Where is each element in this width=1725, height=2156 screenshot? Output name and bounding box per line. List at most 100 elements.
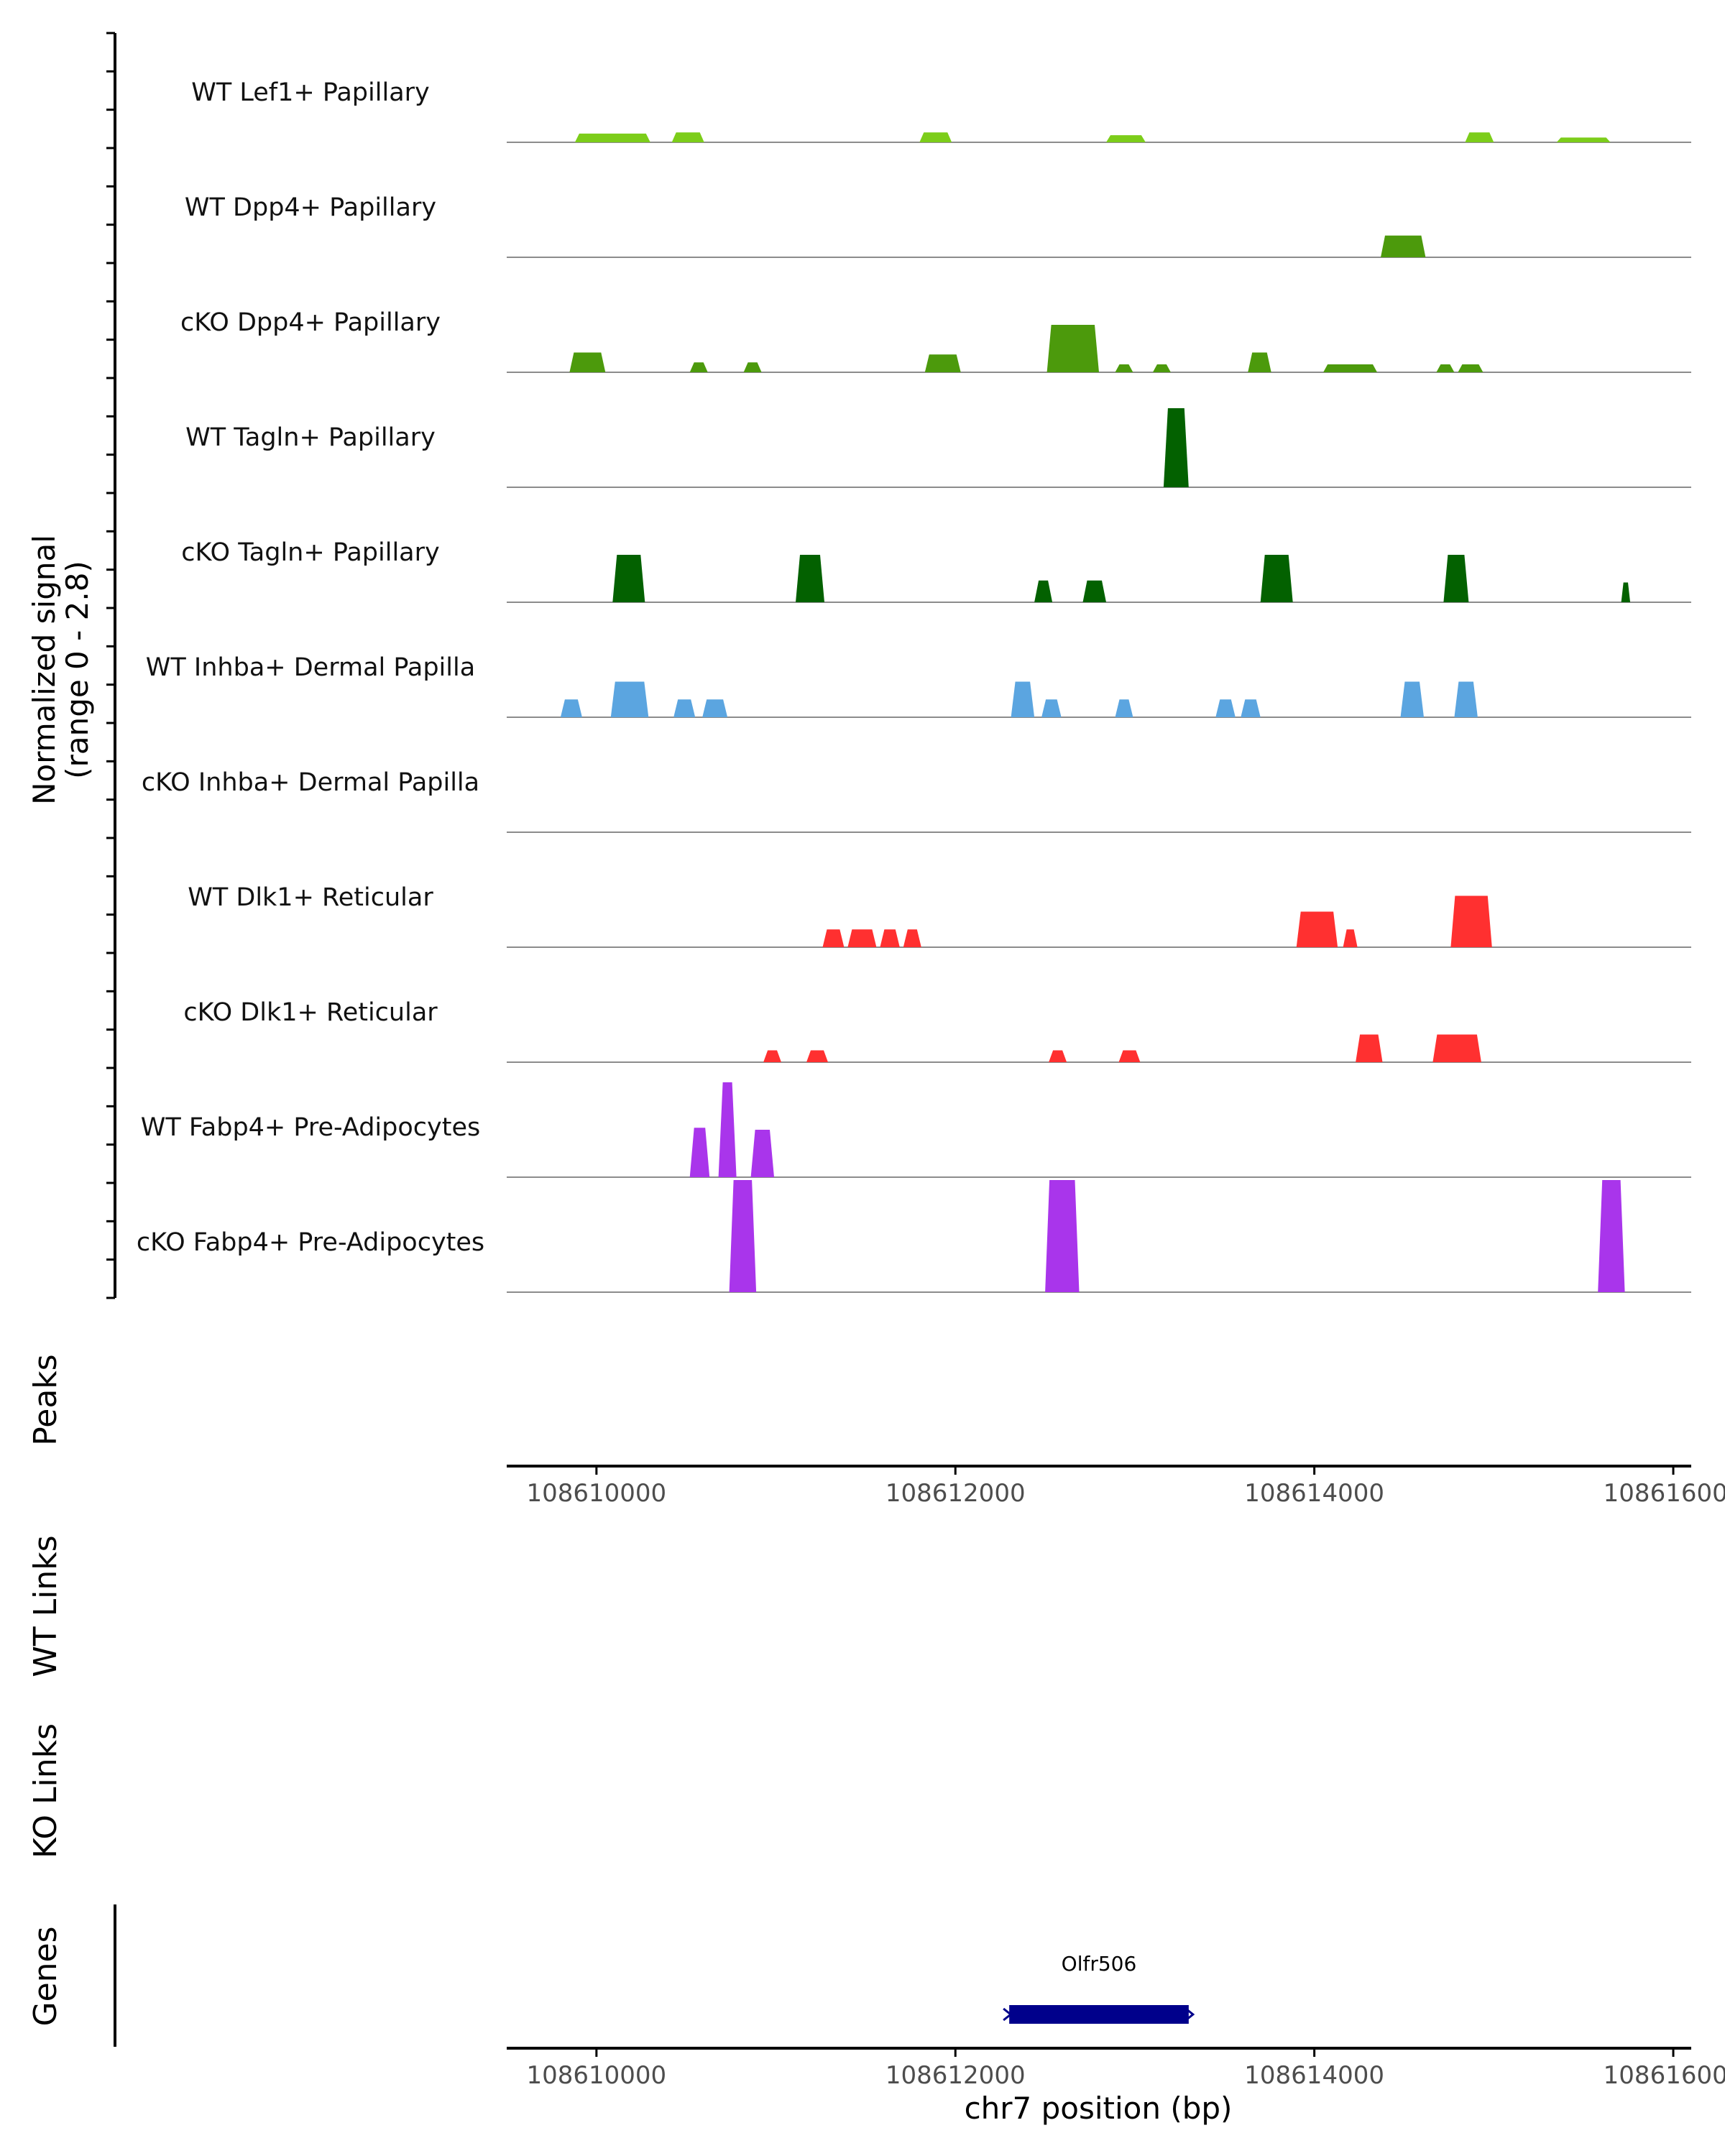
track-label: cKO Dlk1+ Reticular bbox=[183, 998, 438, 1027]
coverage-peak bbox=[689, 1128, 710, 1177]
track-label: cKO Dpp4+ Papillary bbox=[180, 308, 441, 337]
x-tick-label: 108612000 bbox=[886, 1479, 1026, 1508]
coverage-peak bbox=[1450, 895, 1492, 947]
coverage-peak bbox=[924, 354, 961, 372]
gene-body bbox=[1009, 2005, 1189, 2024]
gene-label: Olfr506 bbox=[1062, 1952, 1137, 1976]
coverage-peak bbox=[1465, 132, 1494, 142]
track-label: WT Dpp4+ Papillary bbox=[185, 193, 436, 222]
gene-strand-arrow bbox=[1184, 2007, 1195, 2022]
coverage-peak bbox=[569, 352, 606, 372]
coverage-peak bbox=[1458, 364, 1484, 372]
coverage-track: WT Fabp4+ Pre-Adipocytes bbox=[141, 1082, 1691, 1178]
coverage-peak bbox=[574, 133, 650, 142]
coverage-peak bbox=[1443, 555, 1469, 602]
coverage-peak bbox=[806, 1050, 828, 1062]
peaks-panel-label: Peaks bbox=[27, 1354, 64, 1445]
peaks-x-axis: 108610000 108612000 108614000 108616000 bbox=[507, 1465, 1725, 1508]
coverage-peak bbox=[1034, 580, 1053, 602]
coverage-peak bbox=[689, 362, 708, 372]
track-label: WT Tagln+ Papillary bbox=[185, 423, 436, 452]
track-label: WT Inhba+ Dermal Papilla bbox=[146, 653, 475, 682]
x-tick-label: 108610000 bbox=[527, 2061, 667, 2090]
coverage-peak bbox=[1046, 325, 1099, 372]
track-label: cKO Fabp4+ Pre-Adipocytes bbox=[137, 1228, 484, 1257]
coverage-peak bbox=[919, 132, 952, 142]
coverage-peak bbox=[763, 1050, 781, 1062]
coverage-peak bbox=[743, 362, 762, 372]
coverage-peak bbox=[1343, 929, 1358, 947]
coverage-peak bbox=[671, 132, 704, 142]
coverage-peak bbox=[822, 929, 845, 947]
y-axis-title-line2: (range 0 - 2.8) bbox=[60, 561, 95, 779]
coverage-peak bbox=[1432, 1034, 1481, 1062]
coverage-track: cKO Dpp4+ Papillary bbox=[180, 308, 1691, 373]
track-label: cKO Tagln+ Papillary bbox=[181, 538, 440, 567]
coverage-peak bbox=[1163, 408, 1189, 487]
wt-links-panel-label: WT Links bbox=[27, 1535, 64, 1677]
coverage-peak bbox=[903, 929, 921, 947]
coverage-peak bbox=[612, 555, 645, 602]
y-axis-title-line1: Normalized signal bbox=[27, 535, 62, 805]
coverage-peak bbox=[610, 681, 649, 717]
coverage-track: WT Inhba+ Dermal Papilla bbox=[146, 653, 1691, 718]
gene: Olfr506 bbox=[1003, 1952, 1195, 2024]
coverage-peak bbox=[1260, 555, 1293, 602]
coverage-peak bbox=[1045, 1180, 1080, 1292]
coverage-peak bbox=[1454, 681, 1478, 717]
gene-annotation-track: Olfr506 bbox=[114, 1904, 1195, 2047]
signal-axis bbox=[106, 32, 116, 1299]
x-tick-label: 108612000 bbox=[886, 2061, 1026, 2090]
coverage-peak bbox=[1041, 699, 1062, 717]
coverage-track: WT Dlk1+ Reticular bbox=[188, 883, 1691, 948]
coverage-peak bbox=[729, 1180, 757, 1292]
coverage-peak bbox=[1115, 699, 1133, 717]
coverage-peak bbox=[1381, 235, 1426, 257]
coverage-peak bbox=[1323, 364, 1377, 372]
track-label: WT Lef1+ Papillary bbox=[191, 78, 430, 107]
coverage-track: cKO Dlk1+ Reticular bbox=[183, 998, 1691, 1063]
coverage-peak bbox=[1152, 364, 1171, 372]
coverage-peak bbox=[1400, 681, 1424, 717]
coverage-peak bbox=[718, 1082, 737, 1177]
coverage-track: cKO Tagln+ Papillary bbox=[181, 538, 1691, 603]
coverage-peak bbox=[847, 929, 877, 947]
x-tick-label: 108614000 bbox=[1244, 1479, 1384, 1508]
coverage-peak bbox=[1011, 681, 1035, 717]
coverage-track: cKO Fabp4+ Pre-Adipocytes bbox=[137, 1180, 1691, 1293]
ko-links-panel-label: KO Links bbox=[27, 1723, 64, 1858]
coverage-peak bbox=[1296, 911, 1338, 947]
x-axis-title: chr7 position (bp) bbox=[965, 2091, 1233, 2126]
coverage-peak bbox=[1118, 1050, 1141, 1062]
coverage-peak bbox=[673, 699, 696, 717]
coverage-peak bbox=[1436, 364, 1455, 372]
track-label: WT Fabp4+ Pre-Adipocytes bbox=[141, 1113, 480, 1142]
coverage-peak bbox=[1241, 699, 1261, 717]
coverage-peak bbox=[1598, 1180, 1625, 1292]
coverage-peak bbox=[1356, 1034, 1383, 1062]
track-label: cKO Inhba+ Dermal Papilla bbox=[142, 768, 479, 797]
x-tick-label: 108610000 bbox=[527, 1479, 667, 1508]
x-tick-label: 108614000 bbox=[1244, 2061, 1384, 2090]
coverage-peak bbox=[796, 555, 824, 602]
coverage-track: WT Lef1+ Papillary bbox=[191, 78, 1691, 143]
x-tick-label: 108616000 bbox=[1604, 1479, 1725, 1508]
coverage-peak bbox=[1215, 699, 1236, 717]
genes-panel-label: Genes bbox=[27, 1926, 64, 2026]
coverage-peak bbox=[1106, 135, 1146, 142]
coverage-peak bbox=[880, 929, 900, 947]
coverage-peak bbox=[1049, 1050, 1067, 1062]
x-tick-label: 108616000 bbox=[1604, 2061, 1725, 2090]
coverage-peak bbox=[1115, 364, 1133, 372]
coverage-peak bbox=[702, 699, 728, 717]
coverage-track: WT Tagln+ Papillary bbox=[185, 408, 1691, 488]
coverage-track: cKO Inhba+ Dermal Papilla bbox=[142, 768, 1691, 833]
coverage-track: WT Dpp4+ Papillary bbox=[185, 193, 1691, 258]
genes-x-axis: 108610000 108612000 108614000 108616000 bbox=[507, 2047, 1725, 2090]
gene-strand-arrow bbox=[1003, 2007, 1013, 2022]
coverage-peak bbox=[1082, 580, 1106, 602]
track-label: WT Dlk1+ Reticular bbox=[188, 883, 433, 912]
coverage-peak bbox=[750, 1130, 774, 1177]
coverage-tracks: WT Lef1+ Papillary WT Dpp4+ Papillary cKO … bbox=[137, 78, 1691, 1293]
